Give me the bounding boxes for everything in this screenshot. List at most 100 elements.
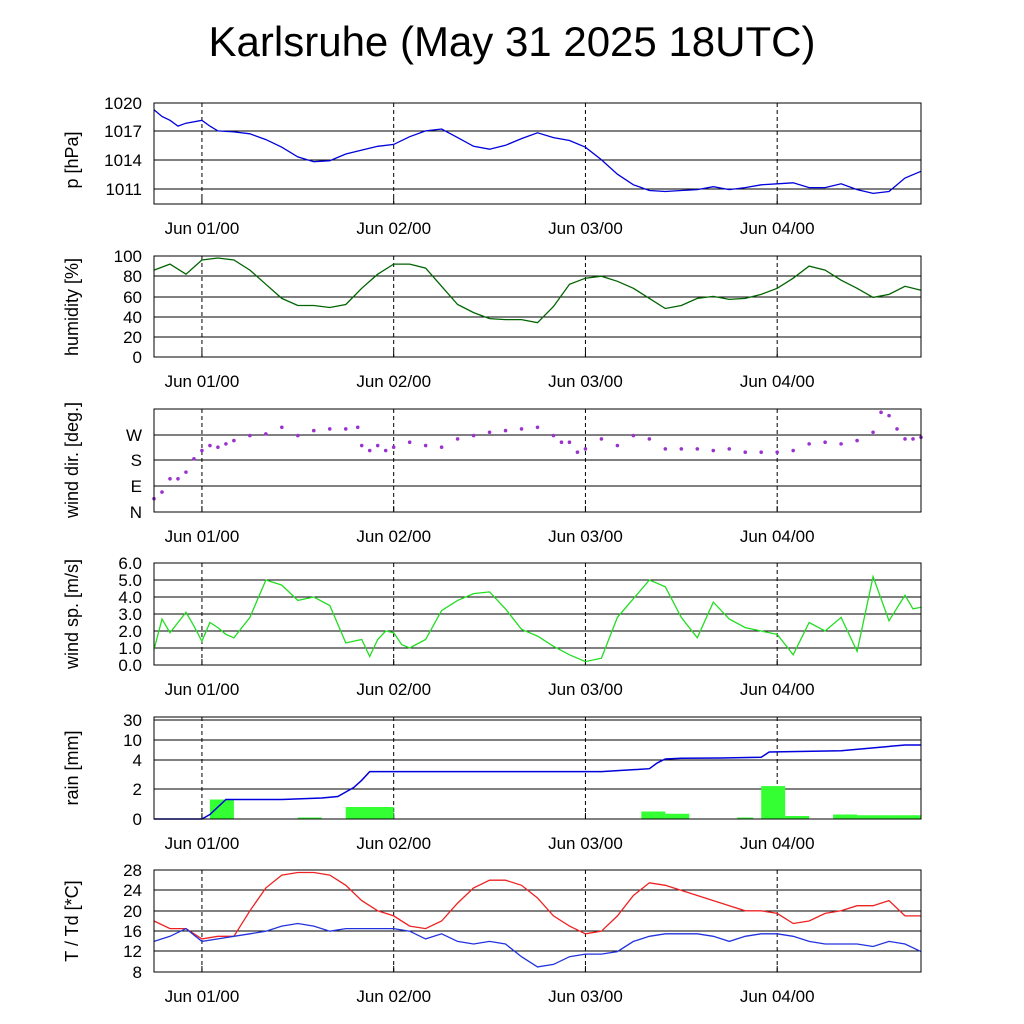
temp-x-tick-label: Jun 03/00	[548, 987, 623, 1006]
wind-dir-point	[695, 447, 700, 451]
rain-x-tick-label: Jun 01/00	[165, 834, 240, 853]
humidity-plot-frame	[153, 255, 922, 358]
pressure-y-tick-label: 1017	[104, 122, 142, 141]
rain-plot-frame	[153, 716, 922, 820]
wind-dir-point	[455, 437, 460, 441]
wind-dir-point	[407, 440, 412, 445]
rain-y-axis-label: rain [mm]	[62, 730, 82, 805]
wind-dir-point	[192, 457, 196, 461]
wind-dir-point	[839, 442, 843, 446]
temp-plot-frame	[153, 869, 922, 973]
pressure-y-tick-label: 1014	[104, 151, 142, 170]
wind_sp-plot-frame	[153, 562, 922, 666]
wind_dir-y-tick-label: W	[126, 426, 142, 445]
wind_dir-plot-frame	[153, 408, 922, 513]
humidity-x-tick-label: Jun 04/00	[740, 372, 815, 391]
wind_sp-y-tick-label: 6.0	[118, 554, 142, 573]
temp-y-tick-label: 16	[123, 922, 142, 941]
wind-dir-point	[791, 448, 795, 453]
temp-y-tick-label: 24	[123, 881, 142, 900]
wind_dir-y-tick-label: S	[131, 451, 142, 470]
humidity-x-tick-label: Jun 02/00	[356, 372, 431, 391]
wind_sp-y-tick-label: 1.0	[118, 639, 142, 658]
wind-dir-point	[887, 413, 891, 418]
humidity-y-tick-label: 20	[123, 328, 142, 347]
wind-dir-point	[855, 438, 859, 443]
pressure-x-tick-label: Jun 04/00	[740, 219, 815, 238]
wind-dir-point	[871, 430, 875, 435]
wind-dir-point	[224, 442, 228, 446]
wind-dir-point	[519, 427, 524, 431]
wind_sp-y-tick-label: 0.0	[118, 656, 142, 675]
wind-dir-point	[184, 470, 188, 474]
temp-y-tick-label: 12	[123, 942, 142, 961]
wind-dir-point	[535, 425, 540, 430]
wind_dir-x-tick-label: Jun 02/00	[356, 527, 431, 546]
wind-dir-point	[208, 443, 212, 448]
rain-x-tick-label: Jun 02/00	[356, 834, 431, 853]
temperature-line	[153, 871, 921, 940]
wind-dir-point	[647, 437, 652, 441]
wind-dir-point	[615, 443, 620, 448]
wind_dir-y-axis-label: wind dir. [deg.]	[62, 402, 82, 519]
wind_sp-line	[153, 574, 922, 663]
wind-dir-point	[280, 425, 284, 430]
wind-dir-point	[160, 490, 164, 494]
rain-x-tick-label: Jun 03/00	[548, 834, 623, 853]
pressure-y-tick-label: 1020	[104, 94, 142, 113]
wind-dir-point	[264, 432, 268, 436]
wind-dir-point	[663, 447, 668, 451]
wind-dir-point	[911, 437, 915, 441]
wind-dir-point	[599, 437, 604, 441]
wind_dir-x-tick-label: Jun 04/00	[740, 527, 815, 546]
wind-dir-point	[232, 438, 236, 443]
rain-bar	[297, 817, 322, 819]
dewpoint-line	[153, 922, 922, 968]
pressure-x-tick-label: Jun 01/00	[165, 219, 240, 238]
rain-y-tick-label: 2	[133, 780, 142, 799]
humidity-y-tick-label: 80	[123, 267, 142, 286]
wind-dir-point	[551, 433, 556, 438]
wind-dir-point	[296, 433, 300, 438]
wind-dir-point	[343, 427, 348, 431]
wind_dir-x-tick-label: Jun 03/00	[548, 527, 623, 546]
wind-dir-point	[807, 442, 811, 446]
temp-y-tick-label: 8	[133, 963, 142, 982]
rain-cumulative-line	[154, 744, 921, 820]
rain-bar	[737, 817, 754, 819]
wind-dir-point	[487, 430, 492, 435]
wind-dir-point	[471, 433, 476, 438]
wind-dir-point	[775, 450, 779, 454]
humidity-y-tick-label: 0	[133, 348, 142, 367]
humidity-y-tick-label: 40	[123, 308, 142, 327]
rain-bar	[345, 807, 394, 819]
rain-y-tick-label: 4	[133, 751, 142, 770]
wind_sp-y-tick-label: 4.0	[118, 588, 142, 607]
wind-dir-point	[503, 428, 508, 433]
wind-dir-point	[216, 445, 220, 450]
wind-dir-point	[367, 448, 372, 453]
wind-dir-point	[327, 427, 332, 431]
pressure-x-tick-label: Jun 03/00	[548, 219, 623, 238]
wind_sp-y-axis-label: wind sp. [m/s]	[62, 559, 82, 670]
wind-dir-point	[743, 450, 748, 454]
wind-dir-point	[759, 450, 764, 454]
temp-x-tick-label: Jun 01/00	[165, 987, 240, 1006]
wind-dir-point	[383, 448, 388, 453]
pressure-plot-frame	[153, 102, 922, 205]
chart-title: Karlsruhe (May 31 2025 18UTC)	[208, 18, 816, 65]
wind-dir-point	[679, 447, 684, 451]
wind-dir-point	[567, 440, 572, 445]
rain-bar	[209, 799, 234, 819]
rain-bar	[857, 815, 890, 819]
wind-dir-point	[439, 445, 444, 450]
wind_sp-x-tick-label: Jun 04/00	[740, 680, 815, 699]
wind-dir-point	[375, 443, 380, 448]
pressure-line	[153, 109, 922, 195]
wind-dir-point	[575, 450, 580, 454]
wind-dir-point	[903, 437, 907, 441]
wind-dir-point	[176, 476, 180, 481]
wind-dir-point	[727, 447, 732, 451]
wind-dir-point	[200, 448, 204, 453]
humidity-x-tick-label: Jun 03/00	[548, 372, 623, 391]
